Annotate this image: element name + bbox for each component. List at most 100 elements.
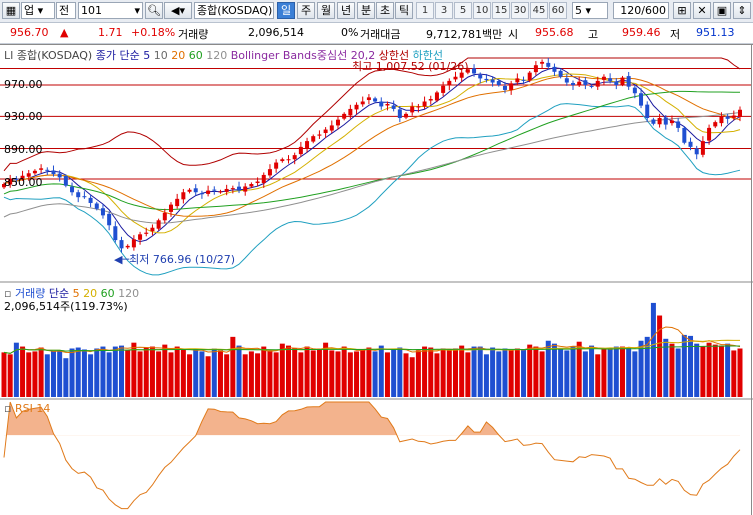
candle-body bbox=[131, 239, 136, 248]
market-select-label: 업 bbox=[24, 4, 35, 17]
volume-bar bbox=[137, 351, 143, 397]
volume-bar bbox=[69, 348, 75, 397]
candle-body bbox=[360, 101, 365, 105]
change-pct: +0.18% bbox=[131, 26, 176, 39]
volume-bar bbox=[44, 354, 50, 397]
market-select[interactable]: 업 ▾ bbox=[21, 2, 55, 19]
open-value: 955.68 bbox=[535, 26, 574, 39]
search-icon[interactable]: 🔍︎ bbox=[145, 2, 163, 19]
volume-bar bbox=[242, 354, 248, 397]
volume-bar bbox=[267, 350, 273, 397]
open-label: 시 bbox=[508, 28, 519, 41]
tab-period-4[interactable]: 분 bbox=[357, 2, 375, 19]
volume-legend: ▫ 거래량 단순 5 20 60 120 bbox=[4, 285, 139, 301]
high-annotation: 최고 1,007.52 (01/26) bbox=[352, 60, 469, 73]
tab-period-5[interactable]: 초 bbox=[376, 2, 394, 19]
candle-body bbox=[230, 188, 235, 190]
candle-body bbox=[447, 80, 452, 86]
volume-bar bbox=[384, 352, 390, 397]
interval-button[interactable]: 10 bbox=[473, 2, 491, 19]
interval-input[interactable]: 5 ▾ bbox=[572, 2, 608, 19]
wrench-icon[interactable]: ✕ bbox=[693, 2, 711, 19]
candle-body bbox=[552, 66, 557, 72]
candle-body bbox=[57, 173, 62, 178]
tab-period-1[interactable]: 주 bbox=[297, 2, 315, 19]
interval-button[interactable]: 1 bbox=[416, 2, 434, 19]
candle-body bbox=[515, 78, 520, 83]
candle-body bbox=[453, 76, 458, 80]
candle-body bbox=[404, 113, 409, 118]
volume-bar bbox=[533, 346, 539, 397]
candle-body bbox=[533, 65, 538, 73]
volume-bar bbox=[100, 346, 106, 397]
candle-body bbox=[14, 178, 19, 180]
grid-icon[interactable]: ⊞ bbox=[673, 2, 691, 19]
volume-bar bbox=[217, 350, 223, 397]
candle-body bbox=[286, 159, 291, 161]
volume-bar bbox=[619, 346, 625, 397]
candle-body bbox=[2, 184, 6, 188]
volume-bar bbox=[168, 352, 174, 397]
tab-period-0[interactable]: 일 bbox=[277, 2, 295, 19]
amount-value: 9,712,781백만 bbox=[426, 28, 503, 41]
candle-body bbox=[731, 115, 736, 118]
price-value: 956.70 bbox=[10, 26, 49, 39]
candle-body bbox=[465, 69, 470, 73]
speaker-icon[interactable]: ◀▾ bbox=[164, 2, 192, 19]
volume-bar bbox=[193, 348, 199, 397]
volume-bar bbox=[650, 302, 656, 397]
volume-bar bbox=[119, 345, 125, 397]
price-axis-label: 850.00 bbox=[4, 176, 43, 189]
candle-body bbox=[125, 245, 130, 248]
volume-bar bbox=[236, 345, 242, 397]
interval-button[interactable]: 5 bbox=[454, 2, 472, 19]
interval-button[interactable]: 15 bbox=[492, 2, 510, 19]
tab-period-2[interactable]: 월 bbox=[317, 2, 335, 19]
candle-body bbox=[26, 173, 31, 177]
volume-bar bbox=[409, 357, 415, 397]
volume-bar bbox=[391, 349, 397, 397]
tab-period-6[interactable]: 틱 bbox=[395, 2, 413, 19]
candle-body bbox=[694, 148, 699, 155]
count-field[interactable]: 120/600 bbox=[613, 2, 669, 19]
price-axis-label: 890.00 bbox=[4, 143, 43, 156]
rsi-legend-name: RSI 14 bbox=[14, 402, 51, 415]
interval-button[interactable]: 3 bbox=[435, 2, 453, 19]
amount-label: 거래대금 bbox=[360, 28, 401, 41]
candle-body bbox=[725, 116, 730, 119]
volume-bar bbox=[50, 351, 56, 397]
volume-ma-120: 120 bbox=[118, 287, 140, 300]
volume-bar bbox=[589, 345, 595, 397]
interval-button[interactable]: 45 bbox=[530, 2, 548, 19]
candle-body bbox=[100, 208, 105, 216]
interval-button[interactable]: 30 bbox=[511, 2, 529, 19]
left-arrow-icon: ◀ bbox=[114, 253, 123, 266]
candle-body bbox=[719, 116, 724, 124]
dropdown-arrow-icon: ▾ bbox=[134, 4, 140, 17]
volume-bar bbox=[570, 346, 576, 397]
tab-period-3[interactable]: 년 bbox=[337, 2, 355, 19]
volume-bar bbox=[576, 341, 582, 397]
scroll-icon[interactable]: ⇕ bbox=[733, 2, 751, 19]
interval-button[interactable]: 60 bbox=[549, 2, 567, 19]
volume-bar bbox=[298, 352, 304, 397]
volume-bar bbox=[477, 346, 483, 397]
volume-bar bbox=[718, 345, 724, 397]
candle-body bbox=[243, 186, 248, 192]
volume-bar bbox=[174, 346, 180, 397]
code-input[interactable]: 101 ▾ bbox=[78, 2, 143, 19]
prev-button[interactable]: 전 bbox=[56, 2, 76, 19]
save-icon[interactable]: ▣ bbox=[713, 2, 731, 19]
volume-bar bbox=[601, 348, 607, 397]
volume-bar bbox=[502, 348, 508, 397]
candle-body bbox=[608, 78, 613, 81]
volume-bar bbox=[657, 315, 663, 397]
volume-bar bbox=[440, 348, 446, 397]
grid-menu-icon[interactable]: ▦ bbox=[2, 2, 20, 19]
candle-body bbox=[521, 79, 526, 81]
prev-label: 전 bbox=[59, 4, 70, 17]
rsi-legend: ▫ RSI 14 bbox=[4, 402, 50, 415]
candle-body bbox=[577, 81, 582, 85]
candle-body bbox=[620, 77, 625, 85]
